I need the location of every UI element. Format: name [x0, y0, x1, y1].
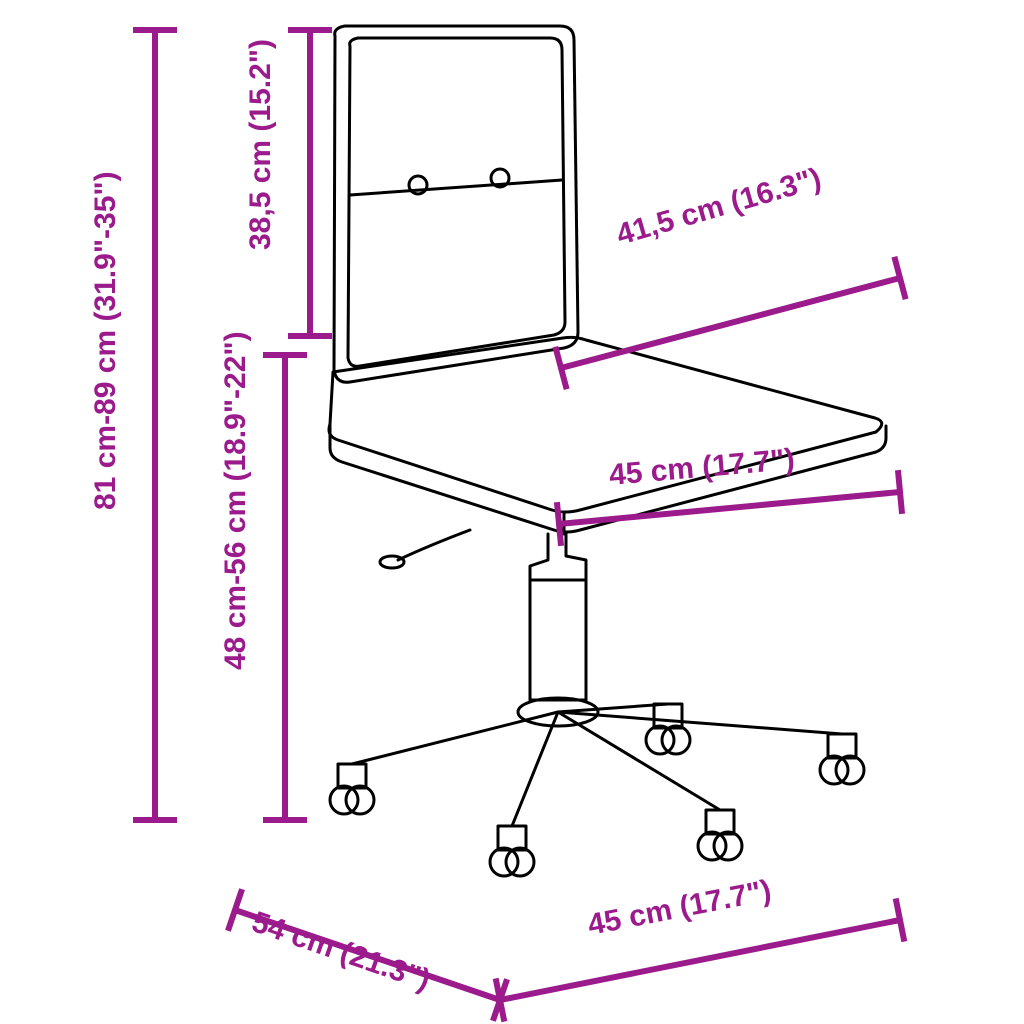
dim-label: 45 cm (17.7") [608, 443, 796, 492]
dim-label: 54 cm (21.3") [248, 905, 435, 997]
dim-label: 81 cm-89 cm (31.9"-35") [89, 171, 122, 510]
chair-drawing [329, 26, 886, 876]
dim-label: 41,5 cm (16.3") [613, 162, 825, 252]
dim-line [559, 492, 900, 524]
dim-label: 45 cm (17.7") [585, 874, 774, 942]
dim-line [500, 920, 900, 1000]
dim-label: 38,5 cm (15.2") [244, 39, 277, 250]
dim-label: 48 cm-56 cm (18.9"-22") [219, 331, 252, 670]
dim-line [561, 278, 900, 368]
